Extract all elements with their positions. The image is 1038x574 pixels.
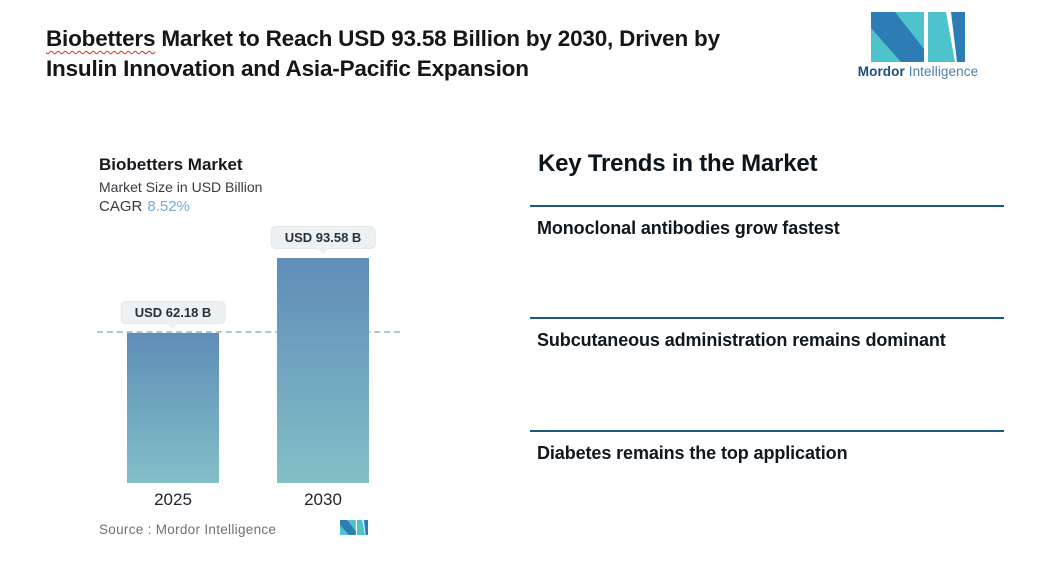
chart-title: Biobetters Market <box>99 155 243 174</box>
value-label-2025: USD 62.18 B <box>134 305 212 320</box>
trend-item-3: Diabetes remains the top application <box>537 443 848 463</box>
source-attribution: Source : Mordor Intelligence <box>99 522 277 537</box>
brand-logo: Mordor Intelligence <box>856 12 980 79</box>
trend-divider <box>530 430 1004 432</box>
mordor-mark-small-icon <box>340 520 368 535</box>
value-callout-2030: USD 93.58 B <box>270 226 376 249</box>
brand-wordmark: Mordor Intelligence <box>856 64 980 79</box>
value-callout-2025: USD 62.18 B <box>120 301 226 324</box>
mordor-intelligence-logo-icon <box>871 12 965 62</box>
reference-dashline <box>97 331 400 333</box>
value-label-2030: USD 93.58 B <box>284 230 362 245</box>
cagr-value: 8.52% <box>147 198 190 215</box>
chart-cagr: CAGR 8.52% <box>99 198 190 215</box>
trend-divider <box>530 205 1004 207</box>
axis-label-2025: 2025 <box>154 490 192 509</box>
page-title: Biobetters Market to Reach USD 93.58 Bil… <box>46 24 846 84</box>
axis-label-2030: 2030 <box>304 490 342 509</box>
trends-heading: Key Trends in the Market <box>538 150 818 177</box>
cagr-label: CAGR <box>99 198 143 215</box>
brand-word-intelligence: Intelligence <box>908 64 979 79</box>
trend-divider <box>530 317 1004 319</box>
source-logo-icon <box>340 520 368 540</box>
title-highlight-word: Biobetters <box>46 26 156 51</box>
bar-2025 <box>127 333 219 483</box>
title-line2: Insulin Innovation and Asia-Pacific Expa… <box>46 55 529 81</box>
trend-item-2: Subcutaneous administration remains domi… <box>537 330 946 350</box>
bar-2030 <box>277 258 369 483</box>
brand-word-mordor: Mordor <box>857 64 905 79</box>
title-line1-rest: Market to Reach USD 93.58 Billion by 203… <box>155 26 720 51</box>
trend-item-1: Monoclonal antibodies grow fastest <box>537 218 840 238</box>
chart-subtitle: Market Size in USD Billion <box>99 179 263 195</box>
